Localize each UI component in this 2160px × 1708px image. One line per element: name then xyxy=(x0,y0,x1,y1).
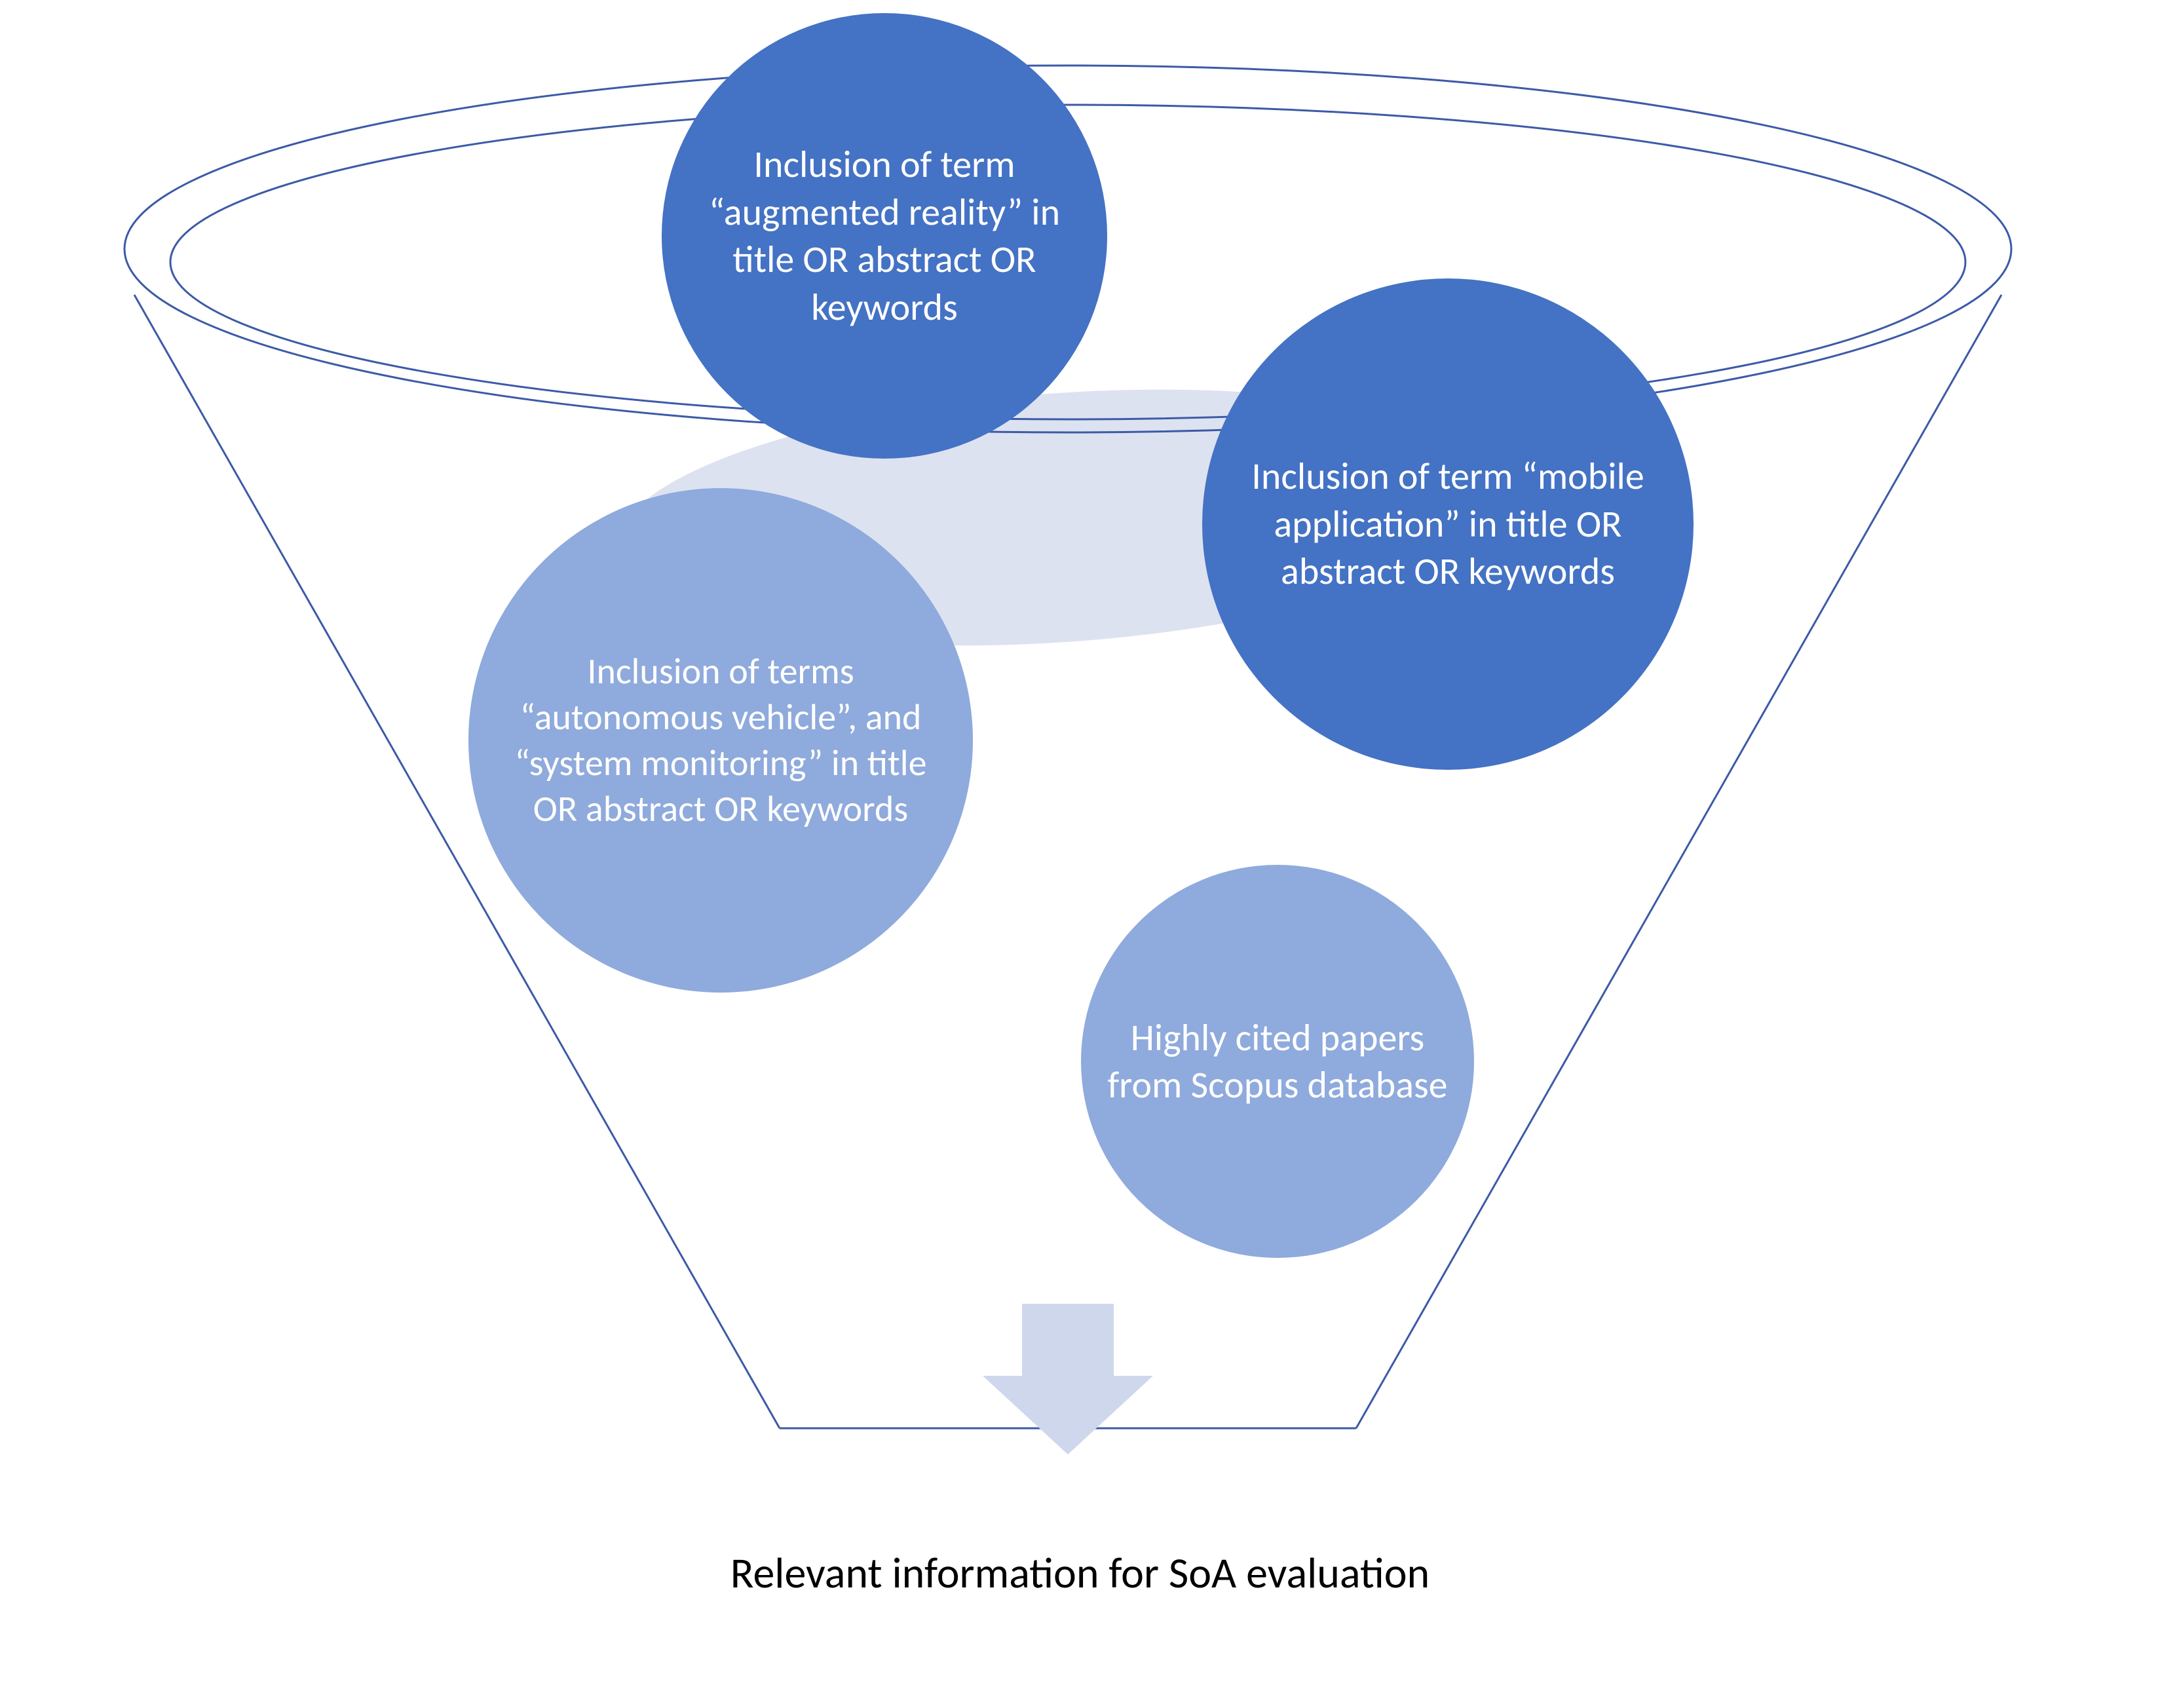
caption-text: Relevant information for SoA evaluation xyxy=(0,1546,2160,1599)
bubble-scopus-label: Highly cited papers from Scopus database xyxy=(1107,1014,1448,1109)
down-arrow-icon xyxy=(983,1304,1153,1454)
bubble-av-label: Inclusion of terms “autonomous vehicle”,… xyxy=(495,649,947,832)
bubble-mobile-label: Inclusion of term “mobile application” i… xyxy=(1228,453,1667,596)
bubble-ar-label: Inclusion of term “augmented reality” in… xyxy=(688,141,1081,331)
bubble-ar: Inclusion of term “augmented reality” in… xyxy=(662,13,1107,459)
bubble-mobile: Inclusion of term “mobile application” i… xyxy=(1202,278,1694,770)
diagram-stage: Inclusion of term “augmented reality” in… xyxy=(0,0,2160,1708)
bubble-scopus: Highly cited papers from Scopus database xyxy=(1081,865,1474,1258)
bubble-av: Inclusion of terms “autonomous vehicle”,… xyxy=(468,488,973,993)
